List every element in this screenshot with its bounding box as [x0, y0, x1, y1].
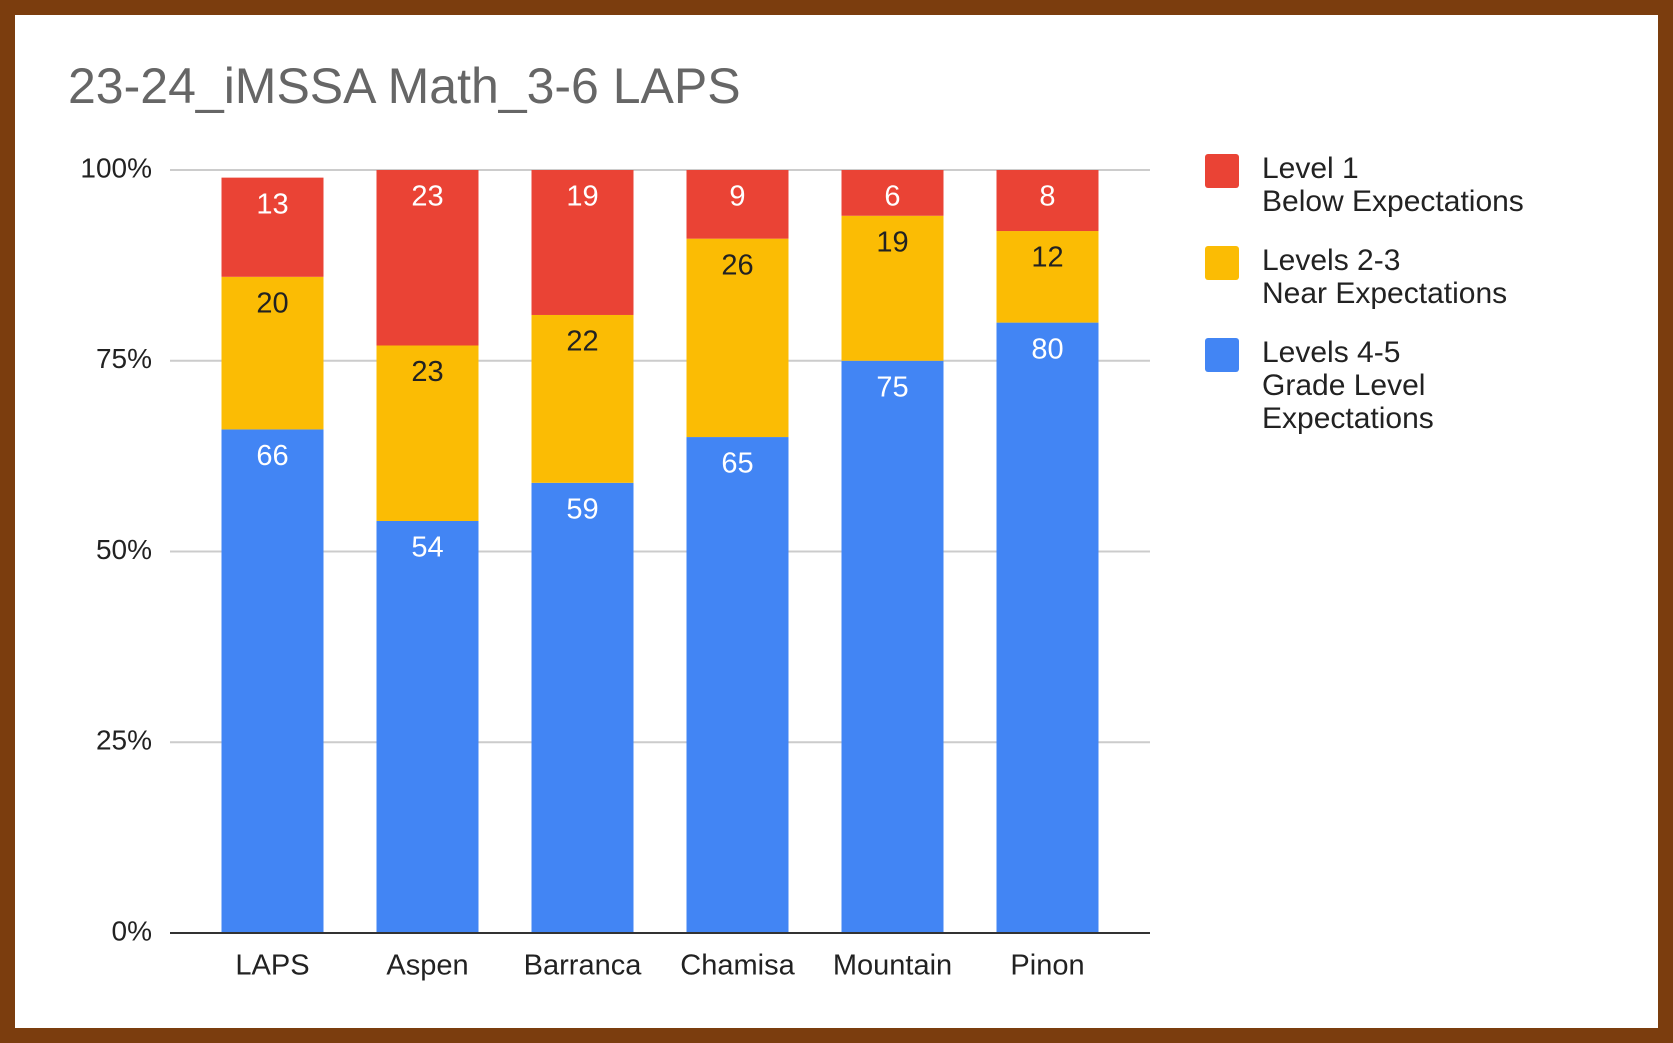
data-label: 65	[721, 448, 753, 480]
data-label: 26	[721, 249, 753, 281]
data-label: 23	[411, 356, 443, 388]
data-label: 20	[256, 287, 288, 319]
data-label: 19	[566, 181, 598, 213]
legend-swatch	[1205, 154, 1239, 188]
bar-segment	[221, 276, 324, 430]
x-tick-label: Aspen	[386, 950, 468, 982]
legend-swatch	[1205, 246, 1239, 280]
data-label: 22	[566, 326, 598, 358]
bar-segment	[221, 429, 324, 933]
bar-segment	[686, 170, 789, 239]
x-tick-label: Pinon	[1010, 950, 1084, 982]
y-tick-label: 25%	[96, 725, 152, 756]
bar-segment	[841, 360, 944, 933]
legend-label: Level 1 Below Expectations	[1262, 152, 1524, 218]
data-label: 59	[566, 493, 598, 525]
data-label: 19	[876, 226, 908, 258]
x-tick-label: Mountain	[833, 950, 952, 982]
y-tick-label: 100%	[80, 152, 152, 183]
legend-item: Levels 2-3 Near Expectations	[1205, 244, 1524, 310]
bar-segment	[376, 520, 479, 933]
y-tick-label: 75%	[96, 343, 152, 374]
bar-segment	[686, 238, 789, 438]
bar-segment	[996, 322, 1099, 934]
x-tick-label: LAPS	[235, 950, 309, 982]
data-label: 23	[411, 181, 443, 213]
legend: Level 1 Below Expectations Levels 2-3 Nea…	[1205, 152, 1524, 461]
data-label: 66	[256, 440, 288, 472]
x-tick-label: Chamisa	[680, 950, 795, 982]
legend-label: Levels 4-5 Grade Level Expectations	[1262, 336, 1434, 435]
data-label: 6	[884, 181, 900, 213]
x-tick-label: Barranca	[524, 950, 643, 982]
y-tick-label: 0%	[112, 915, 152, 946]
bar-segment	[996, 170, 1099, 232]
data-label: 75	[876, 371, 908, 403]
bar-segment	[531, 314, 634, 483]
bar-segment	[221, 177, 324, 277]
bar-segment	[841, 170, 944, 216]
bar-segment	[531, 170, 634, 315]
bar-segment	[531, 482, 634, 933]
y-tick-label: 50%	[96, 534, 152, 565]
bar-segment	[376, 170, 479, 346]
chart-title: 23-24_iMSSA Math_3-6 LAPS	[68, 58, 741, 114]
data-label: 54	[411, 532, 443, 564]
data-label: 80	[1031, 333, 1063, 365]
legend-label: Levels 2-3 Near Expectations	[1262, 244, 1508, 310]
data-label: 13	[256, 188, 288, 220]
bar-segment	[686, 437, 789, 933]
bar-segment	[996, 231, 1099, 323]
data-label: 9	[729, 181, 745, 213]
data-label: 8	[1039, 181, 1055, 213]
bar-segment	[841, 215, 944, 361]
data-label: 12	[1031, 242, 1063, 274]
legend-swatch	[1205, 338, 1239, 372]
legend-item: Levels 4-5 Grade Level Expectations	[1205, 336, 1524, 435]
bar-segment	[376, 345, 479, 521]
legend-item: Level 1 Below Expectations	[1205, 152, 1524, 218]
